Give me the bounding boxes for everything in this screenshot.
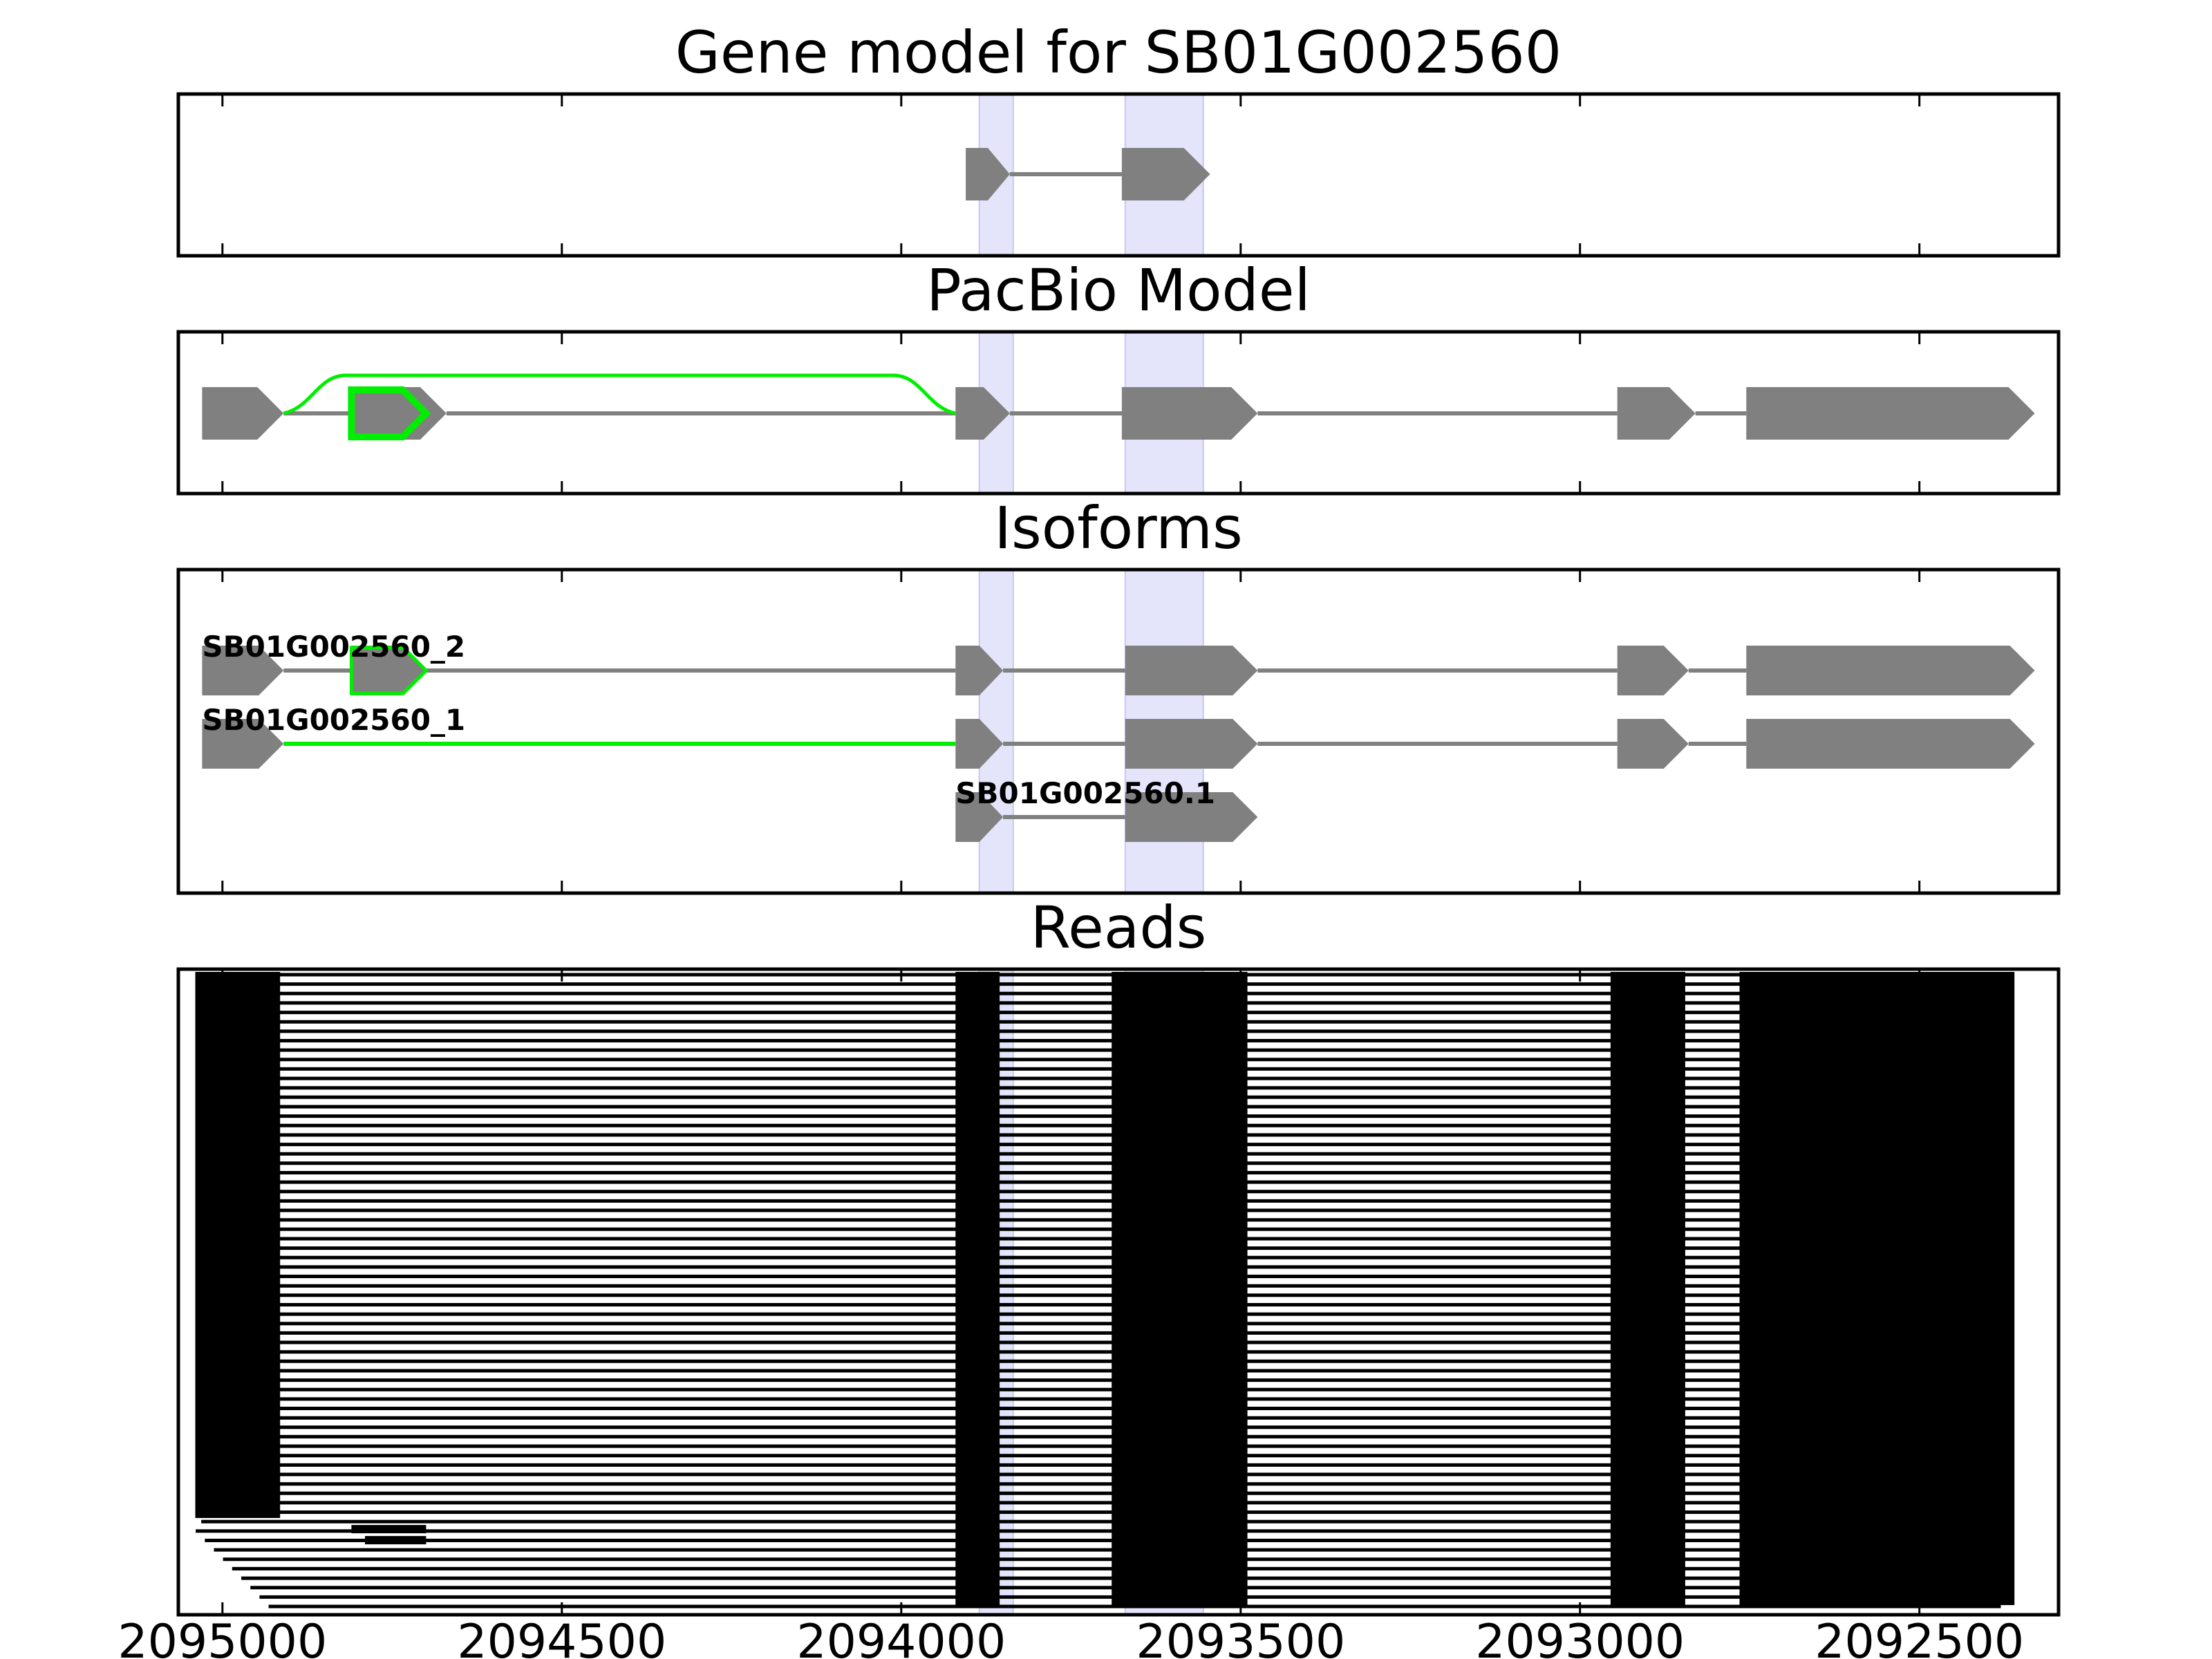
isoform-2-label: SB01G002560_1 xyxy=(202,703,465,737)
axes-layer: 2095000 2094500 2094000 2093500 2093000 20925… xyxy=(118,92,2061,1659)
isoform-1-exon-3 xyxy=(955,646,1004,695)
pacbio-novel-exon xyxy=(348,386,431,440)
isoform-2-exon-2 xyxy=(955,719,1004,769)
reads-title: Reads xyxy=(1030,894,1207,962)
x-tick-label: 2095000 xyxy=(118,1615,327,1659)
read-exon-block-3 xyxy=(1112,972,1248,1605)
pacbio-novel-junction-arc xyxy=(283,373,956,415)
isoforms-title: Isoforms xyxy=(994,494,1243,562)
isoform-2-exon-4 xyxy=(1617,719,1689,769)
gene-panel-frame xyxy=(176,92,2061,258)
isoform-1-label: SB01G002560_2 xyxy=(202,630,465,664)
read-novel-exon-block-2 xyxy=(365,1536,427,1545)
pacbio-panel-frame xyxy=(176,330,2061,496)
reads-panel-frame xyxy=(176,967,2061,1617)
isoform-1-exon-4 xyxy=(1125,646,1258,695)
isoform-2-exon-3 xyxy=(1125,719,1258,769)
x-tick-label: 2092500 xyxy=(1815,1615,2024,1659)
isoform-3-label: SB01G002560.1 xyxy=(955,776,1215,810)
pacbio-model-title: PacBio Model xyxy=(926,256,1311,324)
isoforms-panel-frame xyxy=(176,568,2061,895)
read-exon-block-1 xyxy=(195,972,281,1518)
isoform-3-exon-2 xyxy=(1125,792,1258,842)
isoform-1-exon-6 xyxy=(1746,646,2035,695)
read-novel-exon-block xyxy=(351,1525,427,1534)
isoform-3-exon-1 xyxy=(955,792,1004,842)
x-tick-label: 2093000 xyxy=(1475,1615,1685,1659)
pacbio-exon-4 xyxy=(1121,387,1258,440)
read-exon-block-2 xyxy=(955,972,1000,1605)
reads-group xyxy=(195,972,2015,1609)
read-exon-block-4 xyxy=(1610,972,1685,1605)
x-tick-label: 2094000 xyxy=(796,1615,1006,1659)
feature-layer: SB01G002560_2 SB01G002560_1 SB01G002560.1 xyxy=(195,148,2035,1609)
isoform-2-exon-5 xyxy=(1746,719,2035,769)
x-tick-label: 2093500 xyxy=(1136,1615,1345,1659)
pacbio-exon-5 xyxy=(1617,387,1696,440)
isoform-2-exon-1 xyxy=(202,719,284,769)
pacbio-exon-3 xyxy=(955,387,1010,440)
read-exon-block-5 xyxy=(1739,972,2015,1605)
gene-model-title: Gene model for SB01G002560 xyxy=(675,19,1562,86)
x-tick-label: 2094500 xyxy=(457,1615,666,1659)
isoform-1-exon-1 xyxy=(202,646,284,695)
pacbio-exon-6 xyxy=(1746,387,2035,440)
gene-exon-2 xyxy=(1121,148,1210,200)
isoform-1-novel-exon xyxy=(349,646,429,695)
gene-exon-1 xyxy=(966,148,1010,200)
pacbio-exon-1 xyxy=(202,387,284,440)
isoform-1-exon-5 xyxy=(1617,646,1689,695)
